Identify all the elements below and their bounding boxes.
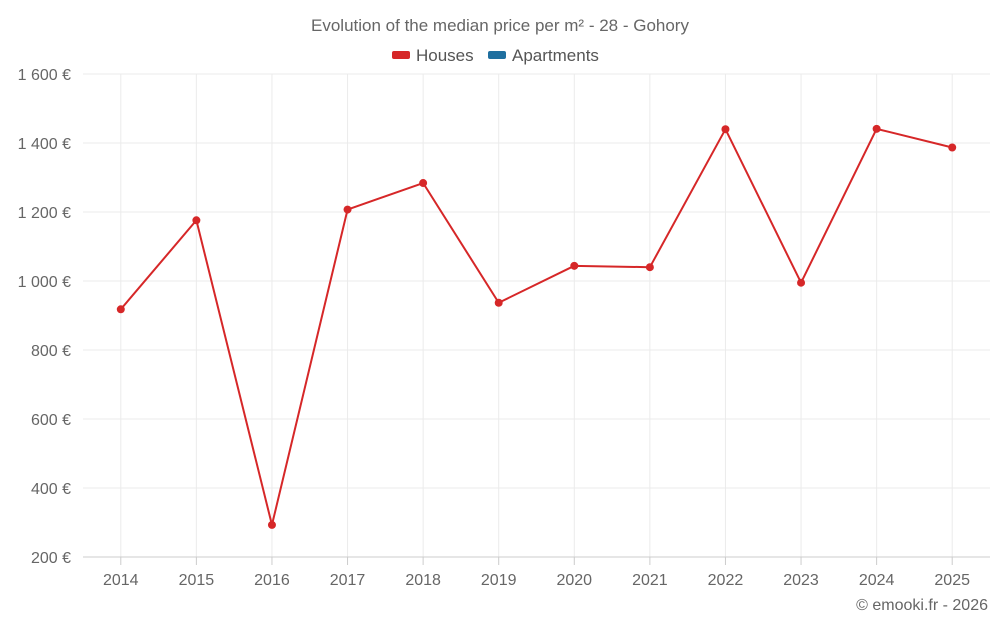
data-point-houses[interactable] [267, 520, 276, 529]
series-line-houses [120, 127, 953, 526]
legend-item-apartments[interactable]: Apartments [488, 46, 599, 65]
y-axis: 200 € 400 € 600 € 800 € 1 000 € 1 200 € 1 400 … [18, 67, 71, 567]
legend-item-houses[interactable]: Houses [392, 46, 474, 65]
y-tick-label: 1 200 € [18, 205, 71, 222]
y-tick-label: 1 600 € [18, 67, 71, 84]
x-tick-label: 2019 [481, 572, 517, 589]
data-point-houses[interactable] [570, 261, 579, 270]
y-tick-label: 200 € [31, 550, 71, 567]
legend: Houses Apartments [392, 46, 599, 65]
legend-swatch-houses [392, 51, 410, 59]
y-tick-label: 1 000 € [18, 274, 71, 291]
legend-swatch-apartments [488, 51, 506, 59]
x-tick-label: 2021 [632, 572, 668, 589]
data-point-houses[interactable] [419, 179, 428, 188]
x-tick-label: 2017 [330, 572, 366, 589]
x-tick-label: 2022 [708, 572, 744, 589]
legend-label-apartments: Apartments [512, 46, 599, 65]
y-tick-label: 400 € [31, 481, 71, 498]
x-tick-label: 2020 [556, 572, 592, 589]
data-point-houses[interactable] [721, 125, 730, 134]
x-axis: 2014 2015 2016 2017 2018 2019 2020 2021 2022 2023… [83, 556, 990, 589]
data-point-houses[interactable] [116, 305, 125, 314]
data-point-houses[interactable] [948, 143, 957, 152]
y-tick-label: 1 400 € [18, 136, 71, 153]
data-point-houses[interactable] [872, 124, 881, 133]
x-tick-label: 2023 [783, 572, 819, 589]
data-point-houses[interactable] [343, 205, 352, 214]
data-point-houses[interactable] [494, 298, 503, 307]
data-point-houses[interactable] [645, 263, 654, 272]
grid [83, 73, 990, 558]
x-tick-label: 2025 [934, 572, 970, 589]
data-point-houses[interactable] [192, 216, 201, 225]
x-tick-label: 2016 [254, 572, 290, 589]
x-tick-label: 2024 [859, 572, 895, 589]
legend-label-houses: Houses [416, 46, 474, 65]
y-tick-label: 800 € [31, 343, 71, 360]
series-houses [116, 124, 957, 529]
x-tick-label: 2014 [103, 572, 139, 589]
credit-text: © emooki.fr - 2026 [856, 597, 988, 614]
chart-title: Evolution of the median price per m² - 2… [311, 16, 689, 35]
data-point-houses[interactable] [797, 278, 806, 287]
y-tick-label: 600 € [31, 412, 71, 429]
x-tick-label: 2018 [405, 572, 441, 589]
x-tick-label: 2015 [179, 572, 215, 589]
